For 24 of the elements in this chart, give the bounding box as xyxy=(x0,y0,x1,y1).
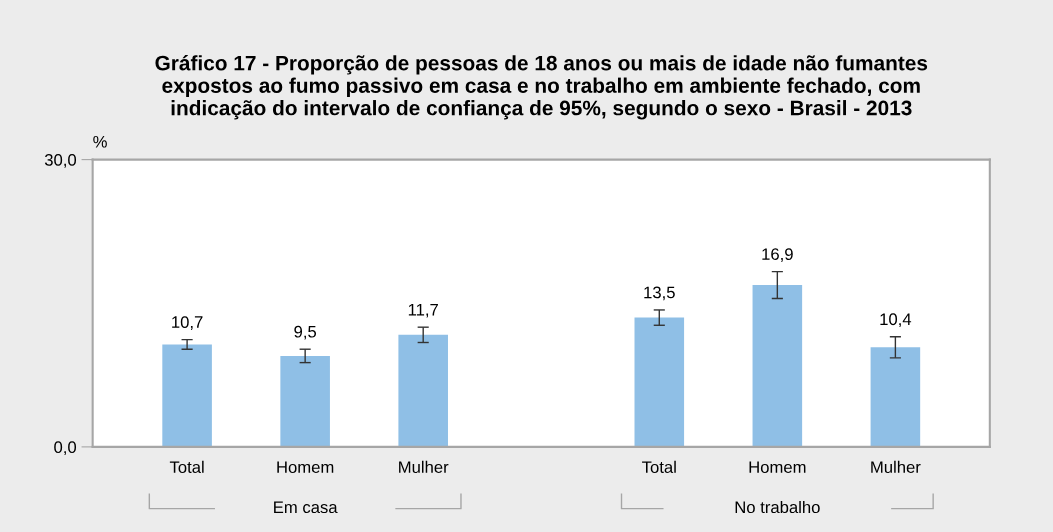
data-label: 9,5 xyxy=(294,325,317,340)
data-label: 13,5 xyxy=(644,286,675,301)
y-tick-label: 0,0 xyxy=(54,441,77,456)
bar xyxy=(280,355,330,447)
x-tick-label: Mulher xyxy=(399,460,449,474)
x-tick-label: Mulher xyxy=(871,460,921,474)
x-tick-label: Total xyxy=(169,460,204,474)
x-tick-label: Homem xyxy=(749,461,806,474)
bar xyxy=(162,344,212,447)
bar xyxy=(752,285,803,447)
data-label: 10,4 xyxy=(880,313,912,328)
text: No trabalho xyxy=(735,500,820,514)
data-label: 10,7 xyxy=(172,316,203,330)
chart-title: Gráfico 17 - Proporção de pessoas de 18 anos ou mais de idade não fumantes expostos ao fumo passivo em casa e no trabalho em ambiente fechado, com indicação do intervalo de confiança de 95%, segundo o sexo - Brasil - 2013 xyxy=(155,55,928,120)
x-tick-label: Homem xyxy=(277,461,334,474)
bar xyxy=(870,347,921,447)
data-label: 11,7 xyxy=(408,303,438,318)
x-tick-label: Total xyxy=(642,460,676,474)
y-axis-title: % xyxy=(93,135,107,148)
bar xyxy=(634,317,685,447)
bar xyxy=(398,334,448,447)
y-tick-label: 30,0 xyxy=(44,154,77,168)
text: Em casa xyxy=(274,501,338,514)
data-label: 16,9 xyxy=(762,248,793,262)
